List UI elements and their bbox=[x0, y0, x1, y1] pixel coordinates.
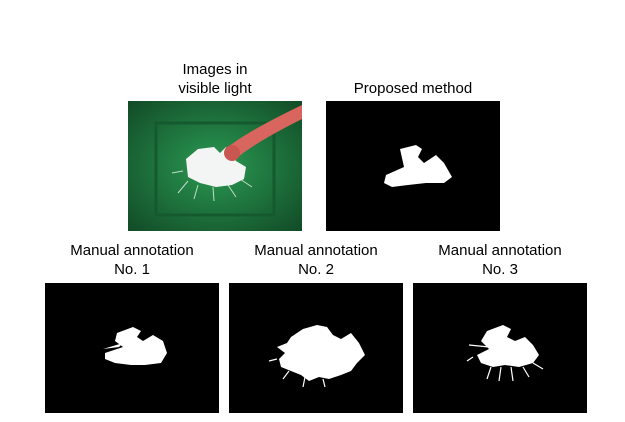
proposed-mask-shape bbox=[384, 145, 452, 187]
caption-line-2: No. 2 bbox=[298, 261, 334, 278]
caption-manual-3: Manual annotation No. 3 bbox=[413, 241, 587, 279]
caption-manual-2: Manual annotation No. 2 bbox=[229, 241, 403, 279]
manual-3-mask-shape bbox=[466, 325, 544, 382]
caption-line-1: Images in bbox=[182, 61, 248, 78]
proposed-method-mask bbox=[326, 101, 500, 231]
caption-visible-light: Images in visible light bbox=[128, 60, 302, 98]
manual-annotation-3-mask bbox=[413, 283, 587, 413]
manual-annotation-1-mask bbox=[45, 283, 219, 413]
caption-proposed-method: Proposed method bbox=[326, 79, 500, 98]
visible-light-illustration bbox=[128, 101, 302, 231]
caption-line-2: No. 3 bbox=[482, 261, 518, 278]
caption-line-1: Proposed method bbox=[353, 80, 473, 97]
caption-line-2: visible light bbox=[178, 80, 252, 97]
manual-2-mask-shape bbox=[268, 325, 365, 388]
manual-1-mask-shape bbox=[103, 327, 167, 365]
caption-line-1: Manual annotation bbox=[438, 242, 562, 259]
caption-line-2: No. 1 bbox=[114, 261, 150, 278]
caption-line-1: Manual annotation bbox=[254, 242, 378, 259]
visible-light-image bbox=[128, 101, 302, 231]
manual-annotation-2-mask bbox=[229, 283, 403, 413]
caption-line-1: Manual annotation bbox=[70, 242, 194, 259]
caption-manual-1: Manual annotation No. 1 bbox=[45, 241, 219, 279]
